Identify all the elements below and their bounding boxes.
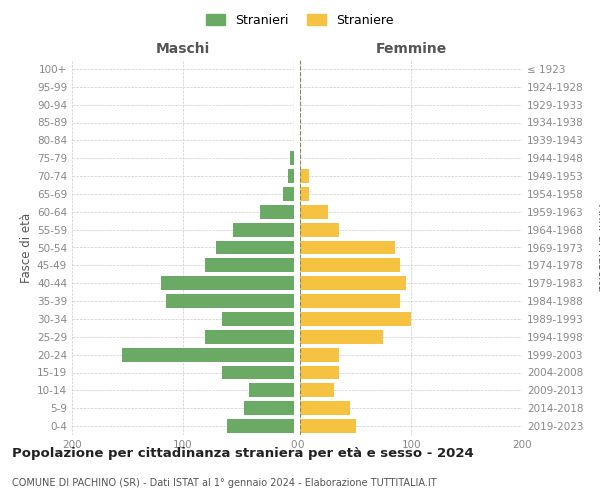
Legend: Stranieri, Straniere: Stranieri, Straniere — [206, 14, 394, 26]
Bar — [283, 187, 293, 201]
Bar — [166, 294, 293, 308]
Bar — [301, 348, 339, 362]
Bar — [288, 169, 293, 183]
Bar — [221, 366, 293, 380]
Bar — [301, 240, 395, 254]
Bar — [301, 222, 339, 236]
Bar — [301, 401, 350, 415]
Bar — [301, 187, 309, 201]
Bar — [301, 330, 383, 344]
Bar — [233, 222, 293, 236]
Title: Femmine: Femmine — [376, 42, 447, 56]
Bar — [122, 348, 293, 362]
Bar — [205, 258, 293, 272]
Bar — [161, 276, 293, 290]
Bar — [260, 205, 293, 219]
Bar — [244, 401, 293, 415]
Bar — [301, 312, 411, 326]
Bar — [301, 169, 309, 183]
Bar — [301, 276, 406, 290]
Bar — [205, 330, 293, 344]
Bar — [301, 258, 400, 272]
Bar — [301, 384, 334, 398]
Bar — [301, 205, 328, 219]
Y-axis label: Anni di nascita: Anni di nascita — [595, 204, 600, 291]
Bar — [301, 294, 400, 308]
Title: Maschi: Maschi — [156, 42, 210, 56]
Bar — [227, 419, 293, 433]
Y-axis label: Fasce di età: Fasce di età — [20, 212, 33, 282]
Bar — [250, 384, 293, 398]
Bar — [216, 240, 293, 254]
Bar — [301, 366, 339, 380]
Bar — [221, 312, 293, 326]
Text: COMUNE DI PACHINO (SR) - Dati ISTAT al 1° gennaio 2024 - Elaborazione TUTTITALIA: COMUNE DI PACHINO (SR) - Dati ISTAT al 1… — [12, 478, 437, 488]
Bar — [290, 151, 293, 165]
Text: Popolazione per cittadinanza straniera per età e sesso - 2024: Popolazione per cittadinanza straniera p… — [12, 448, 474, 460]
Bar — [301, 419, 356, 433]
